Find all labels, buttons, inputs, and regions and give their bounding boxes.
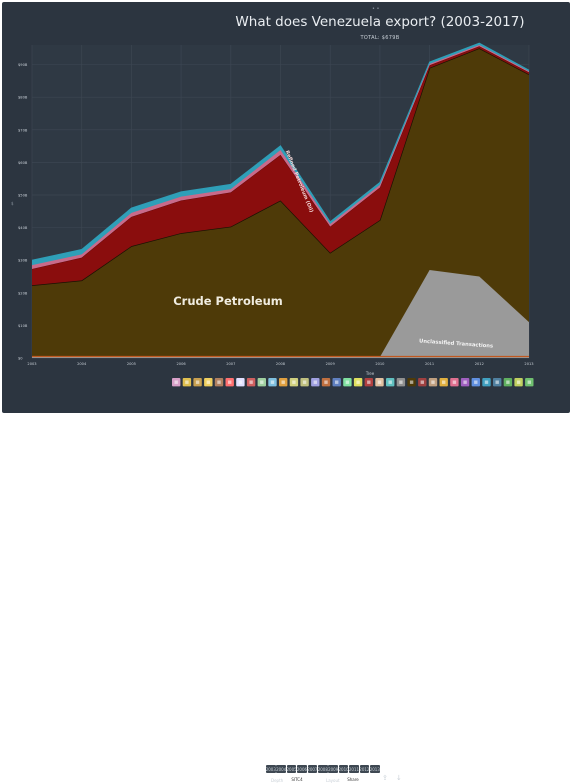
year-button-2006[interactable]: 2006 [296,765,308,773]
x-tick-label: 2003 [27,362,36,366]
flag-icon-glyph [463,380,467,384]
y-tick-label: $20B [18,291,28,295]
x-tick-label: 2004 [77,362,87,366]
year-button-2005[interactable]: 2005 [286,765,297,773]
star-icon-glyph [442,380,446,384]
x-tick-label: 2013 [524,362,533,366]
y-tick-label: $0 [18,357,23,361]
leaf-icon-glyph [195,380,200,384]
y-tick-label: $90B [18,63,28,67]
year-button-2007[interactable]: 2007 [307,765,318,773]
x-tick-label: 2010 [375,362,385,366]
year-button-2013[interactable]: 2013 [369,765,380,773]
toolbar-label: Tree [365,371,375,376]
year-button-2010[interactable]: 2010 [338,765,349,773]
wheat-icon-glyph [516,380,521,384]
y-tick-label: $50B [18,193,28,197]
share-icon[interactable]: ⇪ [382,774,388,782]
gem-icon-glyph [313,380,317,384]
anchor-icon-glyph [495,380,499,384]
chart-subtitle: TOTAL: $679B [360,35,400,41]
x-tick-label: 2011 [425,362,434,366]
download-icon[interactable]: ↓ [396,774,402,782]
y-axis-marker: $ [11,201,14,206]
year-button-2003[interactable]: 2003 [265,765,276,773]
x-tick-label: 2012 [475,362,484,366]
grid-icon-glyph [174,380,178,384]
weapon-icon-glyph [367,380,371,384]
y-tick-label: $60B [18,161,28,165]
misc-icon-glyph [377,380,382,384]
question-icon-glyph [420,380,424,384]
area-series [31,42,530,358]
wood-icon-glyph [260,380,264,384]
y-tick-label: $40B [18,226,28,230]
x-tick-label: 2009 [326,362,336,366]
animal-icon-glyph [185,380,189,384]
mineral-icon-glyph [217,380,221,384]
y-tick-label: $70B [18,128,28,132]
year-button-2011[interactable]: 2011 [348,765,360,773]
year-button-2004[interactable]: 2004 [276,765,287,773]
box-icon-glyph [431,380,435,384]
x-tick-label: 2007 [226,362,235,366]
machine-icon-glyph [335,380,339,384]
vehicle-icon-glyph [345,380,350,384]
stone-icon-glyph [302,380,307,384]
y-tick-label: $10B [18,324,28,328]
metal-icon-glyph [324,380,328,384]
area-series-0[interactable] [32,269,529,358]
tree-icon-glyph [506,380,510,384]
x-tick-label: 2008 [276,362,286,366]
textile-icon-glyph [281,380,285,384]
plastic-icon-glyph [238,380,243,384]
instrument-icon-glyph [356,380,360,384]
y-tick-label: $30B [18,259,28,263]
paper-icon-glyph [270,380,275,384]
ship-icon-glyph [484,380,489,384]
footwear-icon-glyph [292,380,296,384]
oil-icon-glyph [409,380,414,384]
year-button-2009[interactable]: 2009 [328,765,339,773]
crude-petroleum-label: Crude Petroleum [173,294,283,308]
area-edge-4 [31,42,530,261]
y-tick-label: $80B [18,96,28,100]
cup-icon-glyph [474,380,478,384]
y-axis: $0 $10B $20B $30B $40B $50B $60B $70B $80B $90B $ [11,63,28,360]
heart-icon-glyph [452,380,457,384]
hide-icon-glyph [249,380,253,384]
food-icon-glyph [206,380,210,384]
controls-panel: 2003 2004 2005 2006 2007 2008 2009 2010 2011 2012… [0,370,572,783]
x-axis: 2003 2004 2005 2006 2007 2008 2009 2010 2011 2012… [27,362,533,366]
unknown-icon-glyph [399,380,403,384]
layout-select[interactable]: Share [346,776,360,783]
unclassified-label: Unclassified Transactions [419,338,493,349]
category-toolbar [172,378,534,387]
area-series-1[interactable] [32,48,529,358]
chart-title: What does Venezuela export? (2003-2017) [235,14,525,30]
area-series-2[interactable] [32,46,529,286]
year-button-2012[interactable]: 2012 [359,765,370,773]
globe-icon-glyph [527,380,531,384]
year-button-2008[interactable]: 2008 [317,765,328,773]
depth-label: Depth [271,778,284,783]
art-icon-glyph [388,380,392,384]
x-tick-label: 2005 [127,362,136,366]
x-tick-label: 2006 [177,362,187,366]
top-marker: • • [372,6,380,12]
layout-label: Layout [326,778,340,783]
depth-select[interactable]: SITC4 [290,776,304,783]
chemical-icon-glyph [228,380,232,384]
